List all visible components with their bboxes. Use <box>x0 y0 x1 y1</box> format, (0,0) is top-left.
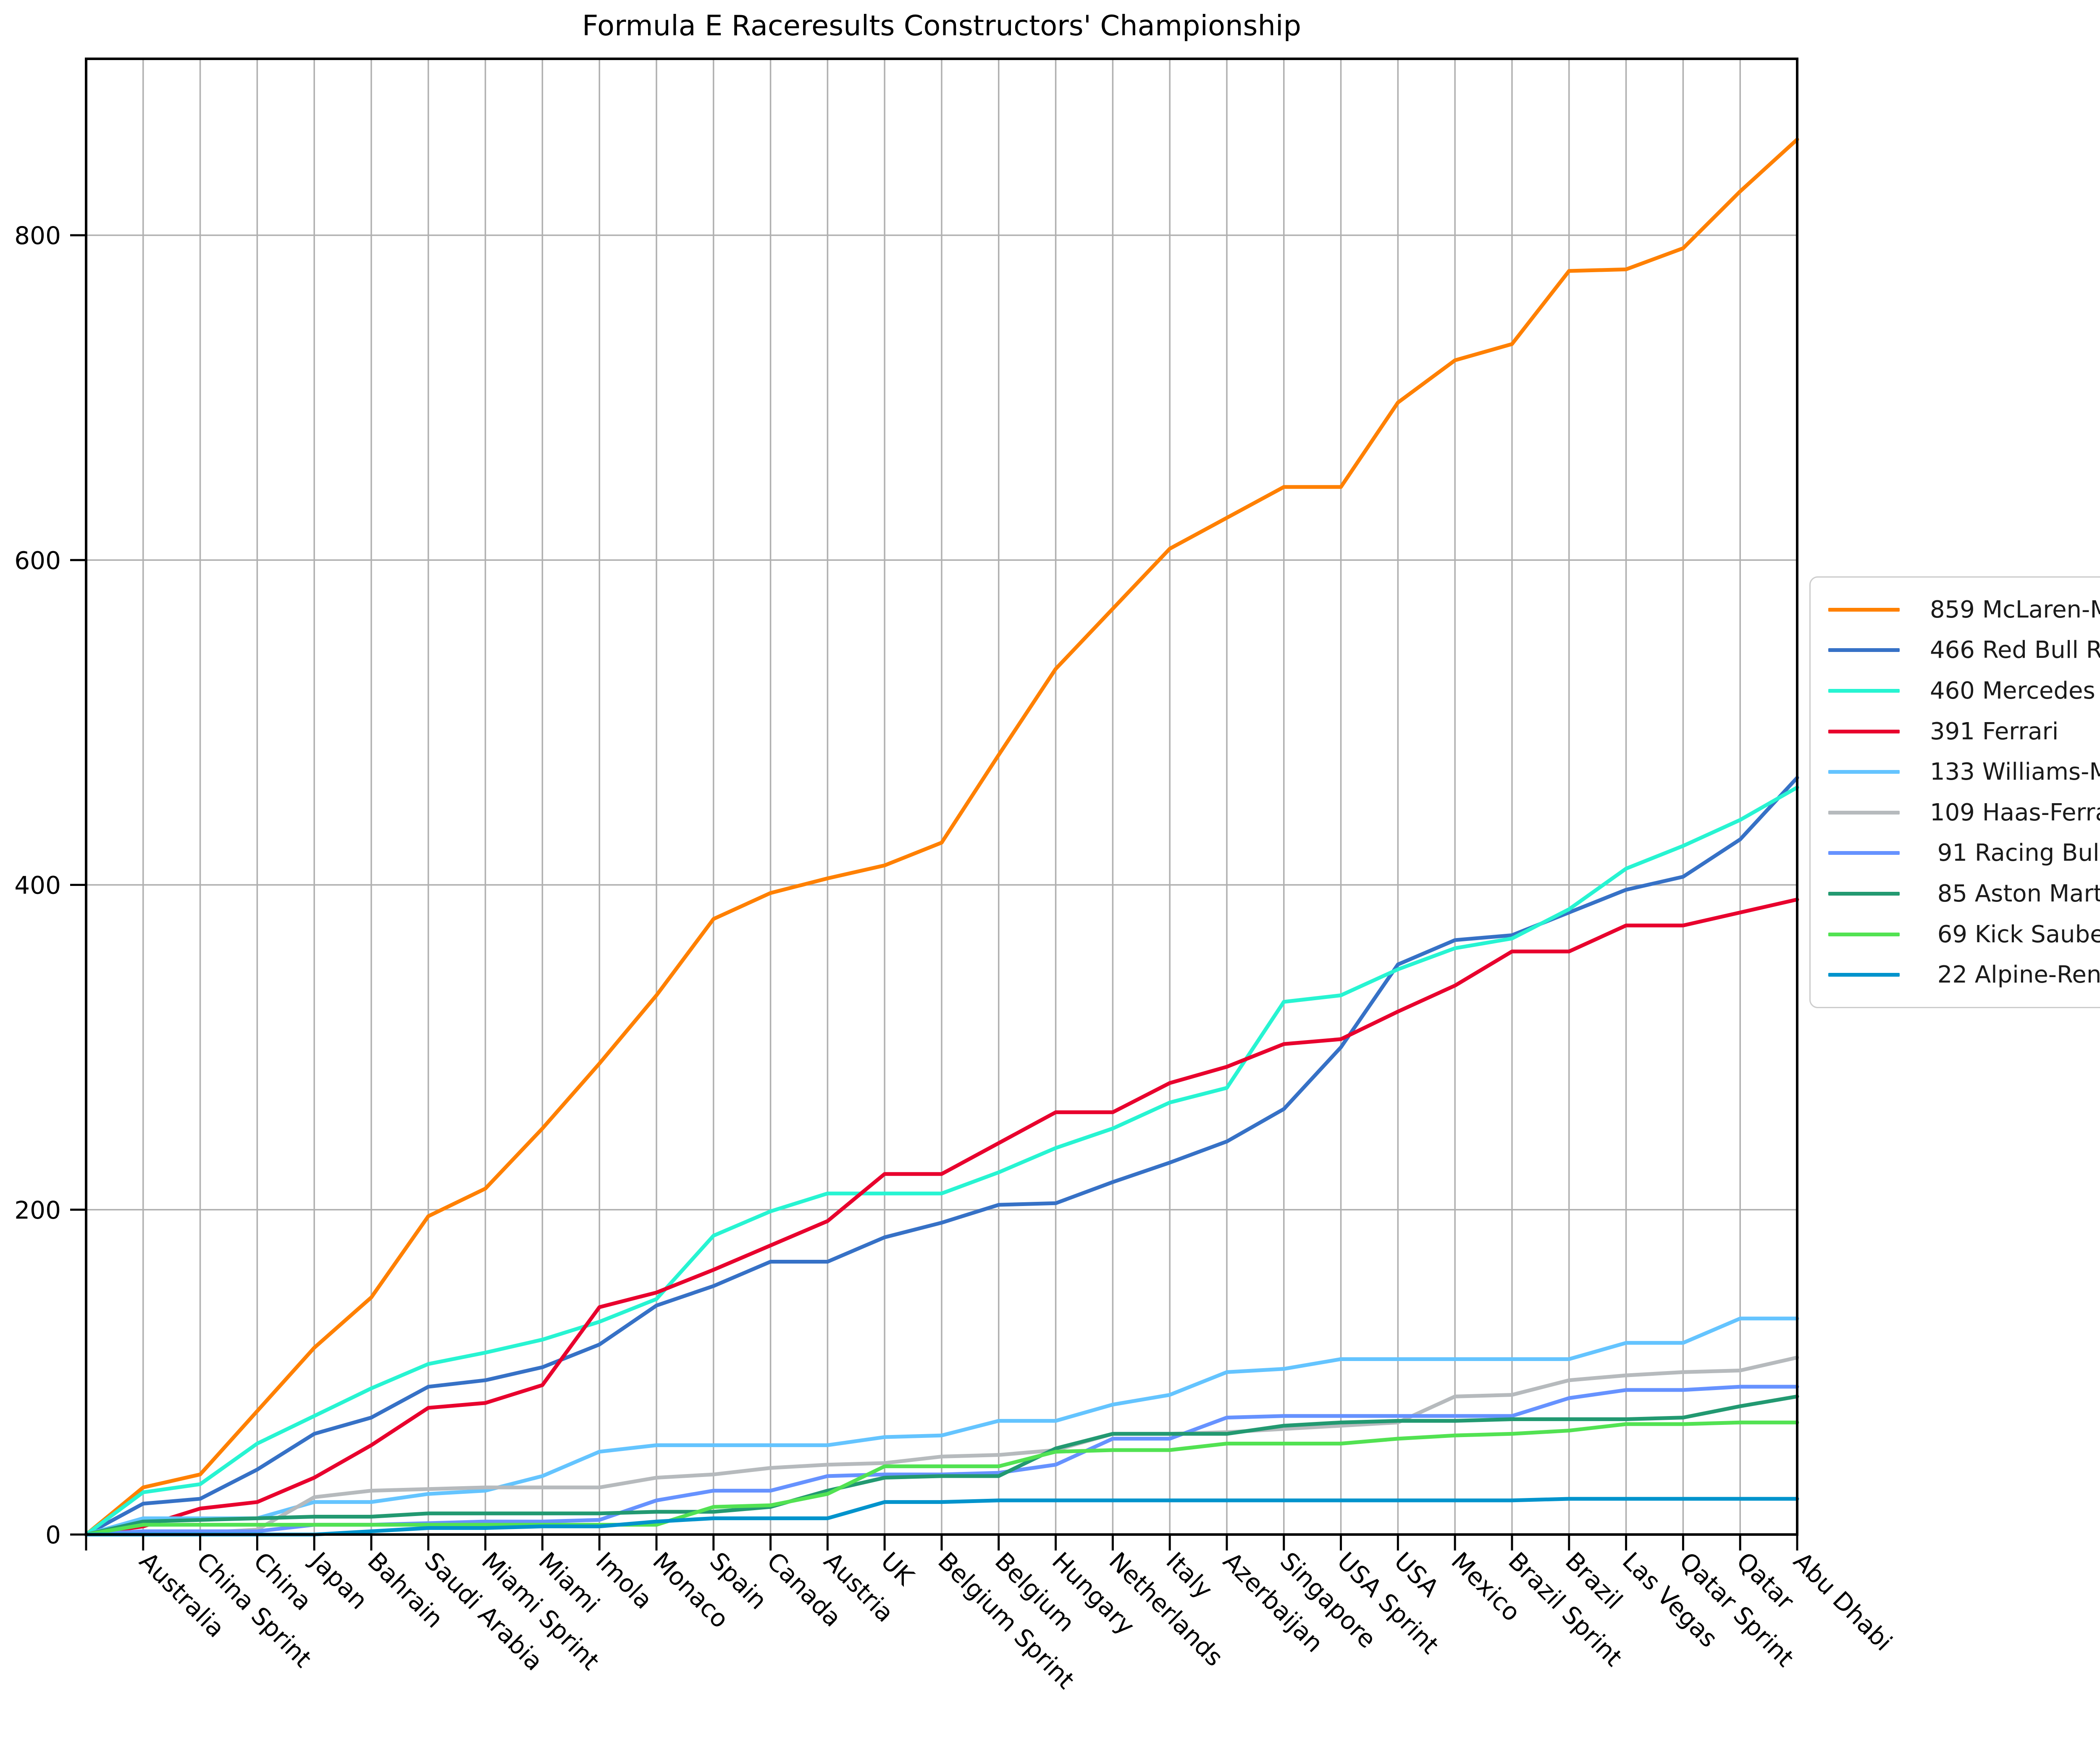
legend-line-swatch <box>1828 648 1900 652</box>
legend-label: 91 Racing Bulls-Honda RBPT <box>1937 839 2100 867</box>
legend-line-swatch <box>1828 810 1900 815</box>
legend-item: 460 Mercedes <box>1811 670 2100 711</box>
chart-title: Formula E Raceresults Constructors' Cham… <box>582 9 1302 42</box>
legend-item: 133 Williams-Mercedes <box>1811 752 2100 792</box>
legend-line-swatch <box>1828 932 1900 936</box>
series-line-mclaren-mercedes <box>84 137 1799 1537</box>
series-line-aston-martin-aramco-mercedes <box>84 1394 1799 1537</box>
y-tick-label: 600 <box>14 546 61 575</box>
legend-item: 391 Ferrari <box>1811 711 2100 752</box>
legend-label: 69 Kick Sauber-Ferrari <box>1937 920 2100 948</box>
series-line-williams-mercedes <box>84 1317 1799 1537</box>
legend-label: 22 Alpine-Renault <box>1937 961 2100 989</box>
series-line-alpine-renault <box>84 1497 1799 1537</box>
legend-line-swatch <box>1828 851 1900 855</box>
series-line-mercedes <box>84 786 1799 1537</box>
series-line-kick-sauber-ferrari <box>84 1420 1799 1537</box>
x-tick-label: UK <box>875 1547 920 1591</box>
legend-line-swatch <box>1828 973 1900 977</box>
legend-line-swatch <box>1828 891 1900 896</box>
series-line-red-bull-racing-honda-rbpt <box>84 775 1799 1537</box>
legend-label: 85 Aston Martin Aramco-Mercedes <box>1937 880 2100 907</box>
legend-item: 69 Kick Sauber-Ferrari <box>1811 914 2100 954</box>
legend-label: 859 McLaren-Mercedes <box>1930 596 2100 623</box>
legend-label: 460 Mercedes <box>1930 677 2095 704</box>
legend-line-swatch <box>1828 607 1900 612</box>
legend-item: 109 Haas-Ferrari <box>1811 792 2100 833</box>
legend-line-swatch <box>1828 770 1900 774</box>
legend-label: 391 Ferrari <box>1930 717 2059 745</box>
y-tick-label: 400 <box>14 871 61 900</box>
legend-item: 22 Alpine-Renault <box>1811 955 2100 995</box>
legend-label: 109 Haas-Ferrari <box>1930 799 2100 826</box>
legend-label: 466 Red Bull Racing-Honda RBPT <box>1930 636 2100 664</box>
y-tick-label: 0 <box>45 1521 61 1549</box>
x-tick-label: Imola <box>590 1547 658 1615</box>
x-tick-label: Abu Dhabi <box>1788 1547 1898 1656</box>
legend-line-swatch <box>1828 688 1900 693</box>
legend-line-swatch <box>1828 729 1900 733</box>
legend-label: 133 Williams-Mercedes <box>1930 758 2100 786</box>
y-tick-label: 200 <box>14 1196 61 1225</box>
legend-item: 91 Racing Bulls-Honda RBPT <box>1811 833 2100 873</box>
legend-item: 466 Red Bull Racing-Honda RBPT <box>1811 630 2100 670</box>
series-line-haas-ferrari <box>84 1356 1799 1537</box>
x-tick-label: Japan <box>304 1546 373 1615</box>
series-line-ferrari <box>84 897 1799 1537</box>
chart-legend: 859 McLaren-Mercedes 466 Red Bull Racing-… <box>1809 576 2100 1008</box>
legend-item: 859 McLaren-Mercedes <box>1811 589 2100 630</box>
y-tick-label: 800 <box>14 221 61 250</box>
legend-item: 85 Aston Martin Aramco-Mercedes <box>1811 873 2100 914</box>
